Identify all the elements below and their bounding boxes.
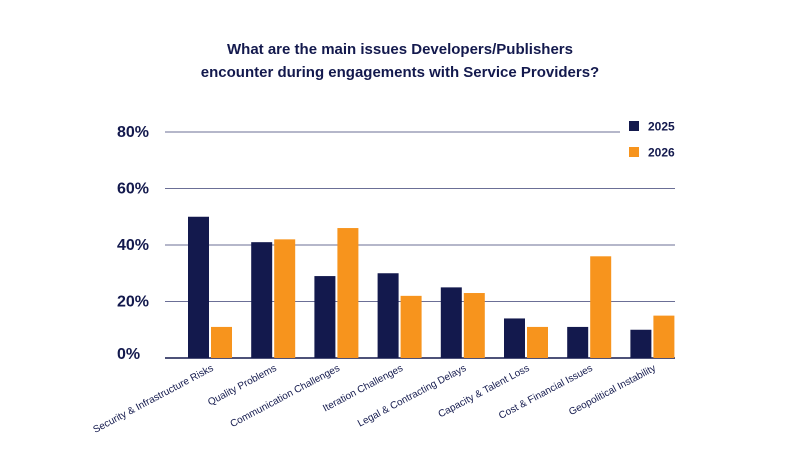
bar-2025: Capacity & Talent Loss — 2025: 14%	[504, 318, 525, 358]
y-tick-label: 40%	[117, 237, 149, 254]
bar-2026: Iteration Challenges — 2026: 22%	[400, 295, 422, 358]
y-tick-label: 20%	[117, 294, 149, 311]
bar-2025: Legal & Contracting Delays — 2025: 25%	[440, 287, 462, 358]
bar-2025: Quality Problems — 2025: 41%	[251, 242, 273, 358]
chart-title: What are the main issues Developers/Publ…	[0, 38, 800, 84]
bar-2026: Communication Challenges — 2026: 46%	[337, 228, 359, 358]
y-tick-label: 60%	[117, 181, 149, 198]
x-tick-label: Legal & Contracting Delays	[356, 363, 468, 430]
legend-swatch-2026	[629, 147, 639, 157]
legend-label-2026: 2026	[648, 146, 675, 160]
bar-2026: Capacity & Talent Loss — 2026: 11%	[527, 326, 548, 358]
y-tick-label: 80%	[117, 124, 149, 141]
y-axis-ticks: 0% 20% 40% 60% 80%	[117, 124, 149, 363]
legend: 2025 2026	[629, 120, 675, 160]
bar-2026: Legal & Contracting Delays — 2026: 23%	[463, 293, 485, 358]
bars: Security & Infrastructure Risks — 2025: …	[188, 216, 675, 358]
x-tick-label: Communication Challenges	[229, 363, 342, 430]
bar-2025: Iteration Challenges — 2025: 30%	[377, 273, 399, 358]
chart-title-line-1: What are the main issues Developers/Publ…	[227, 41, 573, 58]
x-tick-label: Security & Infrastructure Risks	[92, 363, 216, 436]
y-tick-label: 0%	[117, 346, 140, 363]
bar-2026: Geopolitical Instability — 2026: 15%	[653, 315, 675, 358]
bar-2026: Cost & Financial Issues — 2026: 36%	[590, 256, 612, 358]
bar-2026: Quality Problems — 2026: 42%	[274, 239, 296, 358]
bar-2026: Security & Infrastructure Risks — 2026: …	[211, 326, 232, 358]
bar-2025: Cost & Financial Issues — 2025: 11%	[567, 326, 589, 358]
bar-2025: Security & Infrastructure Risks — 2025: …	[188, 216, 209, 358]
bar-2025: Communication Challenges — 2025: 29%	[314, 276, 336, 358]
chart-title-line-2: encounter during engagements with Servic…	[200, 64, 600, 81]
legend-label-2025: 2025	[648, 120, 675, 134]
bar-2025: Geopolitical Instability — 2025: 10%	[630, 329, 652, 358]
legend-swatch-2025	[629, 121, 639, 131]
